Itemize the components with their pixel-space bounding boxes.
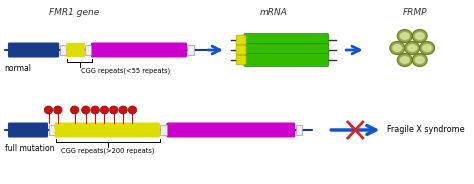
Text: FRMP: FRMP xyxy=(403,8,427,17)
FancyBboxPatch shape xyxy=(166,123,295,137)
Ellipse shape xyxy=(397,54,412,66)
Ellipse shape xyxy=(91,106,100,114)
Bar xyxy=(296,125,302,135)
Bar xyxy=(85,45,91,55)
FancyBboxPatch shape xyxy=(66,43,85,57)
Ellipse shape xyxy=(82,106,90,114)
Text: full mutation: full mutation xyxy=(5,144,54,153)
Bar xyxy=(160,125,167,135)
FancyBboxPatch shape xyxy=(244,54,329,66)
Ellipse shape xyxy=(405,42,419,54)
FancyBboxPatch shape xyxy=(55,123,160,137)
Text: mRNA: mRNA xyxy=(259,8,287,17)
Ellipse shape xyxy=(392,44,402,52)
Ellipse shape xyxy=(407,44,418,52)
Ellipse shape xyxy=(397,29,412,43)
Text: FMR1 gene: FMR1 gene xyxy=(49,8,100,17)
Ellipse shape xyxy=(109,106,118,114)
FancyBboxPatch shape xyxy=(8,43,59,57)
Text: CGG repeats(<55 repeats): CGG repeats(<55 repeats) xyxy=(81,68,170,75)
Ellipse shape xyxy=(390,42,405,54)
Ellipse shape xyxy=(71,106,79,114)
Ellipse shape xyxy=(419,42,435,54)
Bar xyxy=(60,45,66,55)
Ellipse shape xyxy=(400,32,410,40)
FancyBboxPatch shape xyxy=(244,33,329,47)
Ellipse shape xyxy=(119,106,128,114)
FancyBboxPatch shape xyxy=(8,123,48,137)
Text: Fragile X syndrome: Fragile X syndrome xyxy=(387,125,465,135)
Ellipse shape xyxy=(412,54,427,66)
Ellipse shape xyxy=(128,106,137,114)
Ellipse shape xyxy=(415,32,425,40)
Ellipse shape xyxy=(100,106,109,114)
FancyBboxPatch shape xyxy=(244,43,329,56)
Ellipse shape xyxy=(422,44,432,52)
Text: CGG repeats(>200 repeats): CGG repeats(>200 repeats) xyxy=(62,148,155,155)
FancyBboxPatch shape xyxy=(236,45,246,55)
Ellipse shape xyxy=(415,56,425,64)
Ellipse shape xyxy=(44,106,53,114)
Bar xyxy=(48,125,55,135)
FancyBboxPatch shape xyxy=(91,43,187,57)
Ellipse shape xyxy=(54,106,62,114)
Text: normal: normal xyxy=(5,64,32,73)
Ellipse shape xyxy=(400,56,410,64)
Bar xyxy=(188,45,194,55)
Ellipse shape xyxy=(412,29,427,43)
FancyBboxPatch shape xyxy=(236,55,246,65)
FancyBboxPatch shape xyxy=(236,35,246,45)
